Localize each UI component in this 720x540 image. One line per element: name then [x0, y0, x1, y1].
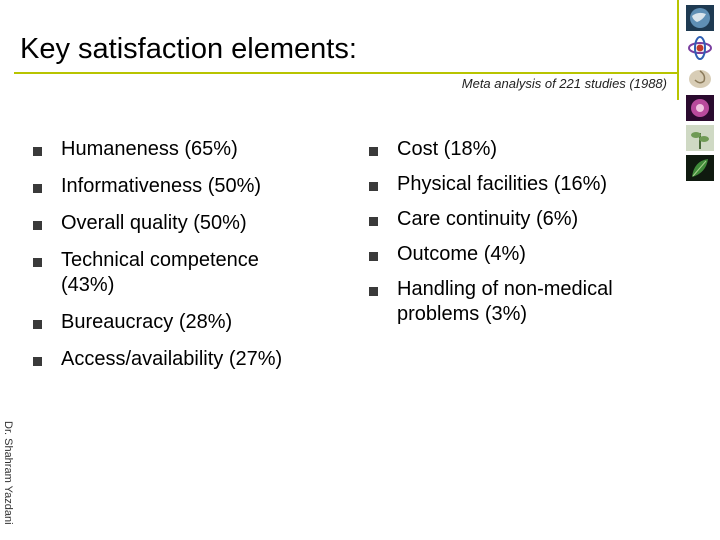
list-item: Cost (18%) [363, 137, 663, 162]
square-bullet-icon [33, 221, 42, 230]
list-item: Technical competence (43%) [27, 248, 311, 298]
list-item: Handling of non-medical problems (3%) [363, 277, 667, 327]
slide-subtitle: Meta analysis of 221 studies (1988) [461, 76, 667, 91]
square-bullet-icon [369, 252, 378, 261]
list-item-label: Care continuity (6%) [397, 208, 579, 230]
square-bullet-icon [33, 357, 42, 366]
list-item-label: Physical facilities (16%) [397, 173, 608, 195]
list-item-label: Cost (18%) [397, 138, 498, 160]
left-bullet-list: Humaneness (65%) Informativeness (50%) O… [27, 137, 337, 384]
list-item: Care continuity (6%) [363, 207, 663, 232]
square-bullet-icon [33, 184, 42, 193]
leaf-image-icon [686, 155, 714, 181]
list-item: Access/availability (27%) [27, 347, 337, 372]
cell-image-icon [686, 95, 714, 121]
list-item: Overall quality (50%) [27, 211, 337, 236]
shell-image-icon [686, 65, 714, 91]
right-bullet-list: Cost (18%) Physical facilities (16%) Car… [363, 137, 663, 337]
square-bullet-icon [33, 147, 42, 156]
list-item-label: Technical competence (43%) [61, 249, 259, 296]
list-item-label: Outcome (4%) [397, 243, 526, 265]
atom-image-icon [686, 35, 714, 61]
list-item-label: Overall quality (50%) [61, 212, 247, 234]
plant-image-icon [686, 125, 714, 151]
list-item: Bureaucracy (28%) [27, 310, 337, 335]
list-item-label: Informativeness (50%) [61, 175, 262, 197]
list-item-label: Bureaucracy (28%) [61, 311, 233, 333]
square-bullet-icon [33, 258, 42, 267]
square-bullet-icon [33, 320, 42, 329]
accent-vertical-rule [677, 0, 679, 100]
square-bullet-icon [369, 182, 378, 191]
list-item: Physical facilities (16%) [363, 172, 663, 197]
thumbnail-strip [686, 5, 716, 185]
list-item: Humaneness (65%) [27, 137, 337, 162]
globe-image-icon [686, 5, 714, 31]
list-item: Outcome (4%) [363, 242, 663, 267]
list-item-label: Handling of non-medical problems (3%) [397, 278, 613, 325]
list-item: Informativeness (50%) [27, 174, 337, 199]
author-credit: Dr. Shahram Yazdani [2, 421, 14, 525]
accent-horizontal-rule [14, 72, 679, 74]
list-item-label: Access/availability (27%) [61, 348, 283, 370]
list-item-label: Humaneness (65%) [61, 138, 238, 160]
square-bullet-icon [369, 217, 378, 226]
slide-title: Key satisfaction elements: [20, 33, 357, 65]
square-bullet-icon [369, 287, 378, 296]
square-bullet-icon [369, 147, 378, 156]
